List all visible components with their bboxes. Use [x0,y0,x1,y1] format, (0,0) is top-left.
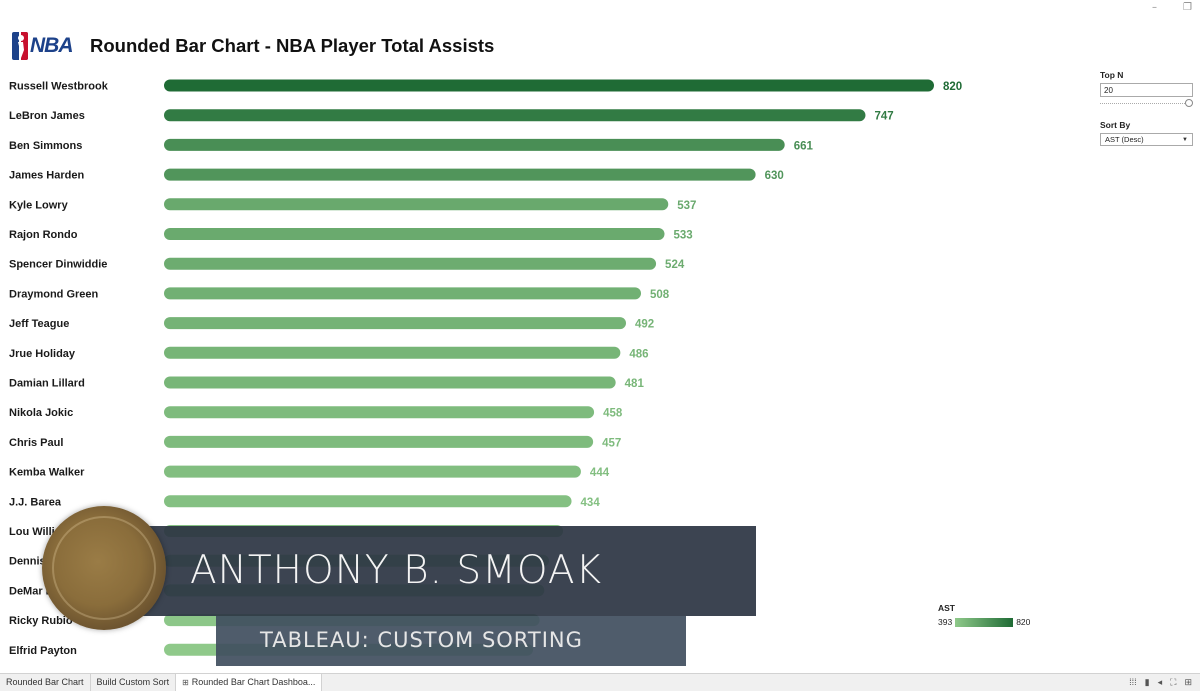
value-label: 537 [677,200,696,212]
value-label: 533 [674,230,693,242]
category-label: Chris Paul [9,437,63,449]
category-label: Kemba Walker [9,467,85,479]
value-label: 457 [602,437,621,449]
restore-icon[interactable]: ❐ [1183,2,1192,13]
nba-logo: NBA [12,31,74,61]
bar[interactable] [164,257,657,270]
tab-bar-tools: ⁞⁞⁞ ▮ ◂ ⛶ ⊞ [1129,677,1200,688]
category-label: Damian Lillard [9,378,85,390]
category-label: Ricky Rubio [9,615,73,627]
category-label: Draymond Green [9,288,99,300]
sort-by-control: Sort By AST (Desc) ▼ [1100,120,1196,146]
value-label: 444 [590,467,610,479]
presenter-subtitle: TABLEAU: CUSTOM SORTING [260,628,583,652]
slider-track [1100,103,1187,104]
bar[interactable] [164,138,785,151]
sheet-tab-bar: Rounded Bar Chart Build Custom Sort ⊞ Round… [0,673,1200,691]
category-label: Jeff Teague [9,318,69,330]
category-label: J.J. Barea [9,496,62,508]
bar[interactable] [164,228,665,240]
bar[interactable] [164,109,866,122]
sort-by-dropdown[interactable]: AST (Desc) ▼ [1100,133,1193,146]
window-controls: – ❐ [1152,2,1192,13]
bar[interactable] [164,495,572,508]
color-legend: AST 393 820 [938,603,1048,627]
value-label: 481 [625,378,645,390]
bar[interactable] [164,198,669,211]
category-label: LeBron James [9,110,85,122]
presenter-name: ANTHONY B. SMOAK [190,548,603,593]
sort-by-label: Sort By [1100,120,1131,130]
scroll-left-icon[interactable]: ◂ [1157,677,1163,687]
bar[interactable] [164,79,934,92]
value-label: 820 [943,81,962,93]
bar[interactable] [164,465,581,478]
sheet-tab[interactable]: ⊞ Rounded Bar Chart Dashboa... [176,673,323,691]
show-filmstrip-icon[interactable]: ⁞⁞⁞ [1129,677,1137,687]
presenter-subtitle-banner: TABLEAU: CUSTOM SORTING [216,616,686,666]
value-label: 661 [794,140,814,152]
legend-title: AST [938,603,955,613]
show-sheet-sorter-icon[interactable]: ▮ [1144,677,1150,687]
grid-icon[interactable]: ⊞ [1184,677,1192,687]
presenter-name-banner: ANTHONY B. SMOAK [118,526,756,616]
sheet-tab[interactable]: Rounded Bar Chart [0,673,91,691]
chart-title: Rounded Bar Chart - NBA Player Total Ass… [90,35,495,56]
sheet-tab[interactable]: Build Custom Sort [91,673,177,691]
category-label: Russell Westbrook [9,81,109,93]
slider-handle[interactable] [1185,99,1193,107]
gold-medallion-icon [42,506,166,630]
value-label: 458 [603,408,623,420]
bar[interactable] [164,317,626,330]
legend-max-label: 820 [1016,617,1031,627]
value-label: 508 [650,289,670,301]
bar[interactable] [164,346,621,359]
category-label: Ben Simmons [9,140,82,152]
dashboard-header: NBA Rounded Bar Chart - NBA Player Total… [12,30,494,62]
caret-down-icon: ▼ [1182,136,1188,143]
sheet-tab-label: Build Custom Sort [96,676,170,687]
value-label: 486 [629,348,648,360]
category-label: Jrue Holiday [9,348,76,360]
bar[interactable] [164,406,595,419]
category-label: Spencer Dinwiddie [9,259,107,271]
category-label: Elfrid Payton [9,645,77,657]
sheet-tab-label: Rounded Bar Chart [6,676,84,687]
sort-by-value: AST (Desc) [1105,135,1144,144]
value-label: 630 [765,170,784,182]
bar[interactable] [164,287,642,300]
category-label: Rajon Rondo [9,229,78,241]
legend-scale: 393 820 [938,617,1048,627]
top-n-input[interactable] [1100,83,1193,97]
top-n-label: Top N [1100,70,1124,80]
category-label: Nikola Jokic [9,407,73,419]
dashboard-icon: ⊞ [182,677,189,687]
value-label: 747 [874,111,893,123]
bar[interactable] [164,376,616,389]
control-panel: Top N Sort By AST (Desc) ▼ [1100,70,1196,146]
legend-min-label: 393 [938,617,953,627]
value-label: 492 [635,319,654,331]
bar[interactable] [164,435,594,448]
logo-text: NBA [30,34,73,57]
sheet-tab-label: Rounded Bar Chart Dashboa... [191,676,316,687]
nba-logo-icon [12,32,28,60]
value-label: 434 [581,497,601,509]
category-label: James Harden [9,170,84,182]
category-label: Kyle Lowry [9,199,69,211]
value-label: 524 [665,259,685,271]
minimize-icon[interactable]: – [1152,2,1158,13]
bar[interactable] [164,168,756,181]
legend-gradient-bar [955,617,1014,627]
top-n-slider[interactable] [1100,99,1193,108]
fit-screen-icon[interactable]: ⛶ [1170,677,1177,687]
